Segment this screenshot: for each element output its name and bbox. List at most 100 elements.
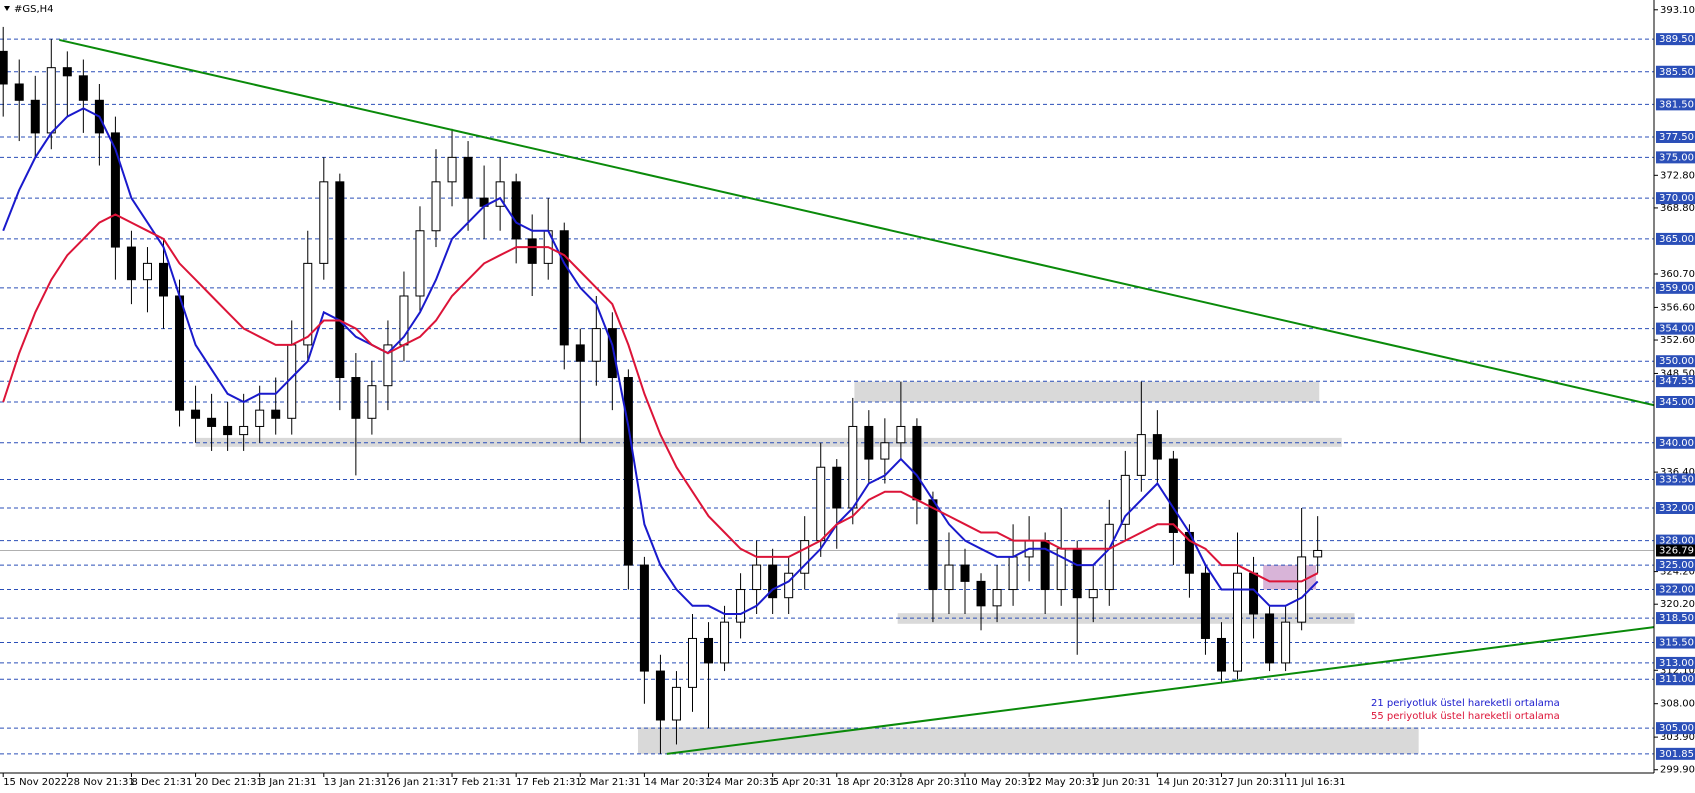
- symbol-arrow: [4, 6, 10, 11]
- legend-entry: 21 periyotluk üstel hareketli ortalama: [1371, 698, 1560, 709]
- candle-body: [720, 621, 730, 664]
- candle-body: [1136, 434, 1146, 476]
- candle-body: [687, 637, 697, 688]
- level-label-box: [1656, 501, 1695, 514]
- candle-body: [1216, 637, 1226, 672]
- candle-body: [223, 425, 233, 436]
- x-tick-label: 27 Jun 20:31: [1221, 777, 1285, 788]
- x-tick-label: 18 Apr 20:31: [837, 777, 902, 788]
- y-tick-label: 303.90: [1660, 732, 1695, 743]
- zones: [195, 381, 1419, 754]
- level-label-box: [1656, 722, 1695, 735]
- candle-body: [848, 425, 858, 509]
- y-tick-label: 336.40: [1660, 467, 1695, 478]
- candle-body: [431, 181, 441, 232]
- level-label-box: [1656, 559, 1695, 572]
- level-label-box: [1656, 612, 1695, 625]
- candle-body: [14, 83, 24, 101]
- x-tick-label: 14 Mar 20:31: [644, 777, 711, 788]
- x-tick-label: 20 Dec 21:31: [196, 777, 263, 788]
- level-label-box: [1656, 473, 1695, 486]
- level-label-box: [1656, 673, 1695, 686]
- candle-body: [800, 540, 810, 574]
- x-tick-label: 26 Jan 21:31: [388, 777, 451, 788]
- candle-body: [0, 50, 8, 85]
- candle-body: [1152, 434, 1162, 460]
- candle-body: [752, 564, 762, 591]
- candle-body: [159, 262, 168, 297]
- y-tick-label: 352.60: [1660, 335, 1695, 346]
- candle-body: [207, 417, 217, 427]
- level-label: 311.00: [1659, 674, 1694, 685]
- zone: [637, 727, 1419, 754]
- level-label-box: [1656, 130, 1695, 143]
- candle-body: [1233, 572, 1243, 672]
- level-label: 305.00: [1659, 723, 1694, 734]
- level-label: 359.00: [1659, 283, 1694, 294]
- level-label-box: [1656, 747, 1695, 760]
- candle-body: [335, 181, 345, 379]
- level-label: 318.50: [1659, 613, 1694, 624]
- level-label: 381.50: [1659, 99, 1694, 110]
- zone: [1263, 565, 1317, 590]
- level-label: 365.00: [1659, 234, 1694, 245]
- candle-body: [527, 238, 537, 264]
- candle-body: [383, 344, 393, 387]
- level-label: 350.00: [1659, 356, 1694, 367]
- level-label-box: [1656, 281, 1695, 294]
- candle-body: [463, 156, 473, 199]
- candle-body: [816, 466, 826, 542]
- level-label-box: [1656, 98, 1695, 111]
- level-label: 389.50: [1659, 34, 1694, 45]
- symbol: #GS,H4: [14, 4, 54, 15]
- candle-body: [832, 466, 842, 509]
- x-tick-label: 2 Jun 20:31: [1093, 777, 1150, 788]
- level-label: 335.50: [1659, 474, 1694, 485]
- legend-entry: 55 periyotluk üstel hareketli ortalama: [1371, 711, 1560, 722]
- zone: [854, 381, 1320, 402]
- candle-body: [671, 686, 681, 721]
- candle-body: [944, 564, 954, 591]
- candle-body: [591, 328, 601, 362]
- candle-body: [1281, 621, 1291, 664]
- candle-body: [1072, 548, 1082, 599]
- candle-body: [319, 181, 329, 264]
- candle-body: [880, 442, 890, 460]
- candle-body: [175, 295, 185, 411]
- x-tick-label: 11 Jul 16:31: [1286, 777, 1346, 788]
- y-tick-label: 312.10: [1660, 665, 1695, 676]
- candle-body: [62, 67, 72, 77]
- trendline: [666, 626, 1655, 755]
- level-label-box: [1656, 355, 1695, 368]
- x-tick-label: 28 Nov 21:31: [67, 777, 134, 788]
- level-label: 313.00: [1659, 658, 1694, 669]
- candle-body: [639, 564, 649, 672]
- candle-body: [78, 75, 88, 101]
- candle-body: [768, 564, 778, 599]
- candle-body: [126, 246, 136, 281]
- candle-body: [495, 181, 505, 207]
- candle-body: [607, 328, 617, 379]
- current-price-box: [1656, 544, 1695, 557]
- level-label: 340.00: [1659, 438, 1694, 449]
- current-price-label: 326.79: [1659, 545, 1694, 556]
- y-tick-label: 356.60: [1660, 302, 1695, 313]
- candle-body: [559, 230, 569, 346]
- level-label-box: [1656, 656, 1695, 669]
- candle-body: [239, 425, 249, 436]
- level-label-box: [1656, 232, 1695, 245]
- candle-body: [110, 132, 120, 248]
- candle-body: [46, 67, 56, 134]
- level-label: 345.00: [1659, 397, 1694, 408]
- candle-body: [142, 262, 152, 281]
- x-tick-label: 15 Nov 2022: [3, 777, 67, 788]
- level-label-box: [1656, 375, 1695, 388]
- y-tick-label: 308.00: [1660, 699, 1695, 710]
- candle-body: [303, 262, 313, 346]
- x-tick-label: 17 Feb 21:31: [516, 777, 582, 788]
- level-label: 325.00: [1659, 560, 1694, 571]
- moving-average: [2, 213, 1319, 583]
- y-tick-label: 368.80: [1660, 203, 1695, 214]
- level-label-box: [1656, 583, 1695, 596]
